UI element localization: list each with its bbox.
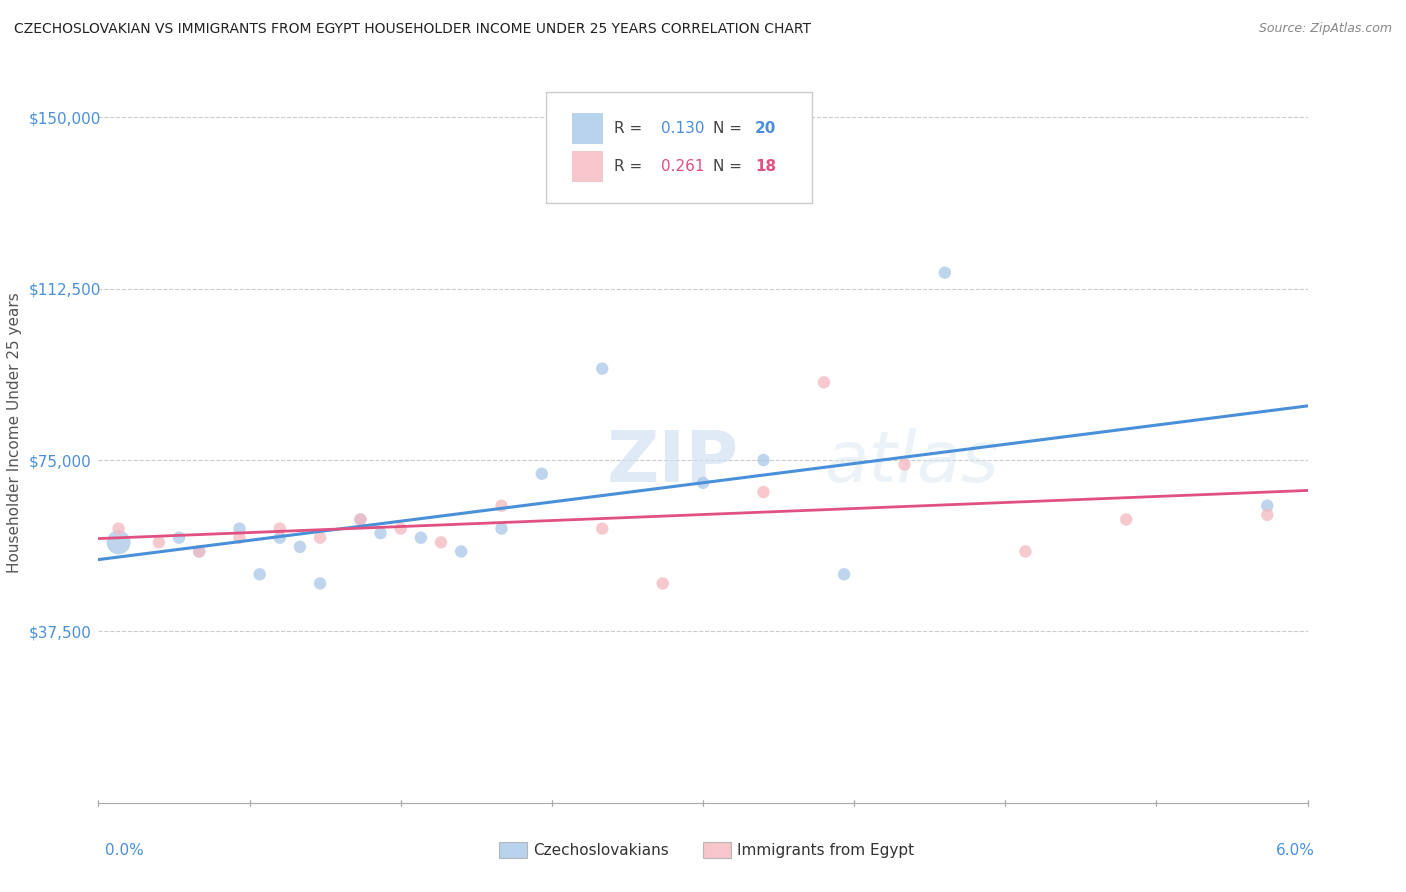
Point [288, 540, 311, 554]
Text: 0.130: 0.130 [661, 120, 704, 136]
Point [450, 544, 472, 558]
Point [349, 512, 371, 526]
Point [309, 531, 332, 545]
Text: atlas: atlas [824, 428, 998, 497]
FancyBboxPatch shape [546, 92, 811, 203]
Point [370, 526, 392, 541]
Point [893, 458, 915, 472]
Text: Immigrants from Egypt: Immigrants from Egypt [737, 843, 914, 857]
Point [269, 522, 291, 536]
Point [934, 266, 956, 280]
Point [188, 544, 211, 558]
Y-axis label: Householder Income Under 25 years: Householder Income Under 25 years [7, 293, 22, 573]
Point [409, 531, 432, 545]
Point [188, 544, 211, 558]
Text: 18: 18 [755, 160, 776, 174]
Text: Source: ZipAtlas.com: Source: ZipAtlas.com [1258, 22, 1392, 36]
Text: N =: N = [713, 120, 747, 136]
Point [692, 475, 714, 490]
Text: 0.0%: 0.0% [105, 843, 145, 857]
Point [651, 576, 673, 591]
Text: 20: 20 [755, 120, 776, 136]
Point [752, 453, 775, 467]
Text: CZECHOSLOVAKIAN VS IMMIGRANTS FROM EGYPT HOUSEHOLDER INCOME UNDER 25 YEARS CORRE: CZECHOSLOVAKIAN VS IMMIGRANTS FROM EGYPT… [14, 22, 811, 37]
Point [1014, 544, 1036, 558]
Text: 6.0%: 6.0% [1275, 843, 1315, 857]
Point [491, 522, 513, 536]
FancyBboxPatch shape [572, 112, 603, 144]
Point [530, 467, 553, 481]
Text: Czechoslovakians: Czechoslovakians [533, 843, 669, 857]
Text: R =: R = [613, 160, 647, 174]
Point [591, 522, 613, 536]
Point [1256, 499, 1278, 513]
Point [228, 531, 250, 545]
Point [752, 485, 775, 500]
Point [389, 522, 412, 536]
Point [1115, 512, 1137, 526]
Text: ZIP: ZIP [606, 428, 738, 497]
Point [591, 361, 613, 376]
Point [832, 567, 855, 582]
Point [107, 535, 129, 549]
Point [148, 535, 170, 549]
Text: R =: R = [613, 120, 647, 136]
Point [1256, 508, 1278, 522]
Point [228, 522, 250, 536]
Point [430, 535, 453, 549]
FancyBboxPatch shape [572, 152, 603, 182]
Point [107, 522, 129, 536]
Point [249, 567, 271, 582]
Point [491, 499, 513, 513]
Point [269, 531, 291, 545]
Point [167, 531, 190, 545]
Point [309, 576, 332, 591]
Point [349, 512, 371, 526]
Text: N =: N = [713, 160, 747, 174]
Text: 0.261: 0.261 [661, 160, 704, 174]
Point [813, 376, 835, 390]
